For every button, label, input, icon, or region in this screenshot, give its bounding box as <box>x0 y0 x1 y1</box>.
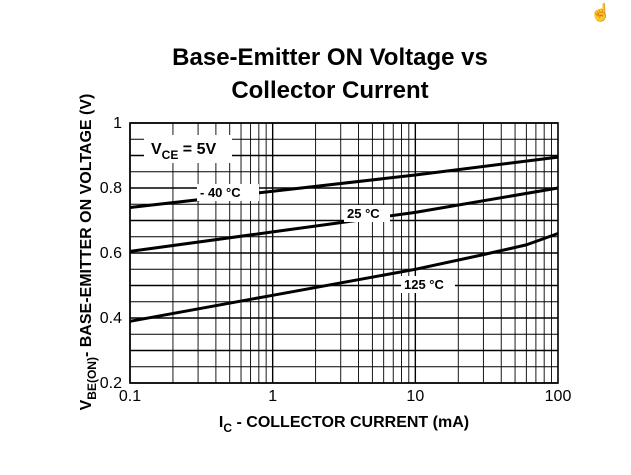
y-tick-label: 0.8 <box>100 180 122 197</box>
series-line-125 <box>129 232 559 323</box>
x-tick-label: 10 <box>406 388 424 405</box>
series-label-bg <box>401 276 455 293</box>
y-tick-label: 0.2 <box>100 375 122 392</box>
series-label-bg <box>197 184 259 201</box>
chart-title-line-1: Base-Emitter ON Voltage vs <box>172 44 488 71</box>
y-axis-label: VBE(ON)- BASE-EMITTER ON VOLTAGE (V) <box>78 94 99 411</box>
series-label: 25 °C <box>347 206 380 221</box>
series-line-25 <box>129 186 559 253</box>
condition-bg <box>144 135 232 163</box>
y-tick-label: 1 <box>113 115 122 132</box>
chart-title-line-2: Collector Current <box>231 77 429 104</box>
hand-pointer-icon: ☝ <box>590 3 612 22</box>
x-tick-label: 100 <box>545 388 572 405</box>
x-tick-label: 1 <box>268 388 277 405</box>
series-label-bg <box>344 205 390 222</box>
x-axis-label: IC - COLLECTOR CURRENT (mA) <box>219 414 469 435</box>
y-tick-label: 0.6 <box>100 245 122 262</box>
series-label: 125 °C <box>404 277 445 292</box>
condition-label: VCE = 5V <box>151 141 216 162</box>
series-label: - 40 °C <box>200 185 241 200</box>
x-tick-label: 0.1 <box>119 388 141 405</box>
plot-frame <box>129 122 559 384</box>
y-tick-label: 0.4 <box>100 310 122 327</box>
